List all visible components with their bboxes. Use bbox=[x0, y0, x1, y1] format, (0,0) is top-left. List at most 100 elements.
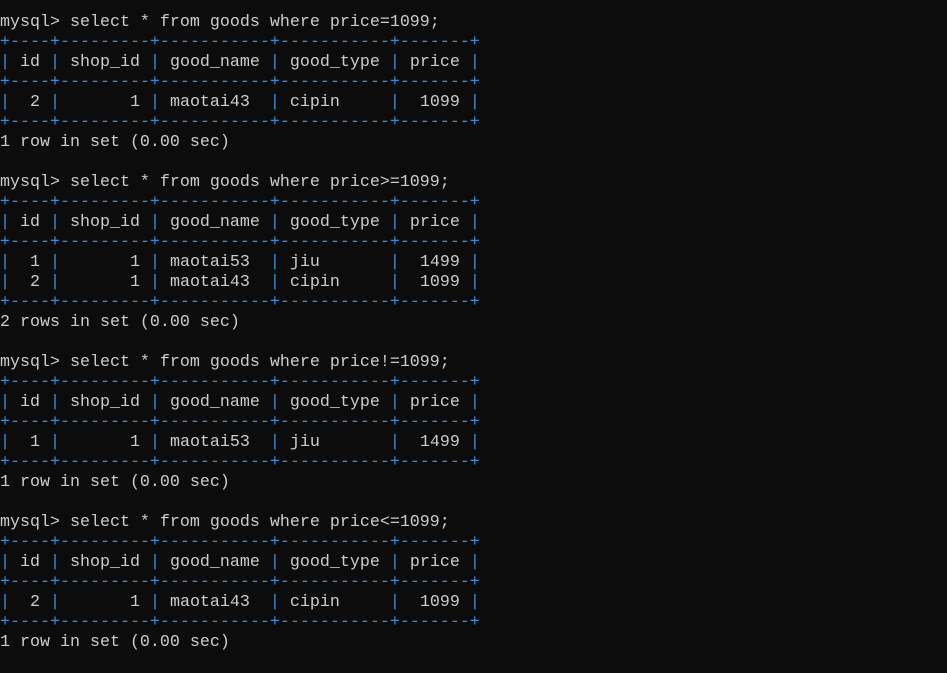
column-separator: | bbox=[469, 593, 480, 612]
prompt: mysql> bbox=[0, 513, 70, 532]
table-border: +----+---------+-----------+-----------+… bbox=[0, 73, 947, 93]
column-header: shop_id bbox=[59, 553, 150, 572]
result-line: 1 row in set (0.00 sec) bbox=[0, 633, 947, 653]
column-separator: | bbox=[469, 253, 480, 272]
prompt: mysql> bbox=[0, 13, 70, 32]
border-line: +----+---------+-----------+-----------+… bbox=[0, 453, 480, 472]
column-header: good_type bbox=[279, 213, 390, 232]
result-summary: 1 row in set (0.00 sec) bbox=[0, 473, 230, 492]
table-cell: maotai53 bbox=[159, 253, 270, 272]
border-line: +----+---------+-----------+-----------+… bbox=[0, 573, 480, 592]
column-separator: | bbox=[149, 213, 160, 232]
command-line: mysql> select * from goods where price<=… bbox=[0, 513, 947, 533]
column-separator: | bbox=[469, 553, 480, 572]
border-line: +----+---------+-----------+-----------+… bbox=[0, 613, 480, 632]
column-separator: | bbox=[269, 213, 280, 232]
table-cell: 1 bbox=[59, 273, 150, 292]
command-line: mysql> select * from goods where price=1… bbox=[0, 13, 947, 33]
border-line: +----+---------+-----------+-----------+… bbox=[0, 73, 480, 92]
column-separator: | bbox=[49, 273, 60, 292]
prompt: mysql> bbox=[0, 353, 70, 372]
column-separator: | bbox=[149, 393, 160, 412]
column-separator: | bbox=[469, 213, 480, 232]
column-separator: | bbox=[389, 253, 400, 272]
table-cell: 1 bbox=[10, 433, 50, 452]
column-separator: | bbox=[469, 273, 480, 292]
prompt: mysql> bbox=[0, 173, 70, 192]
column-separator: | bbox=[0, 553, 10, 572]
result-summary: 1 row in set (0.00 sec) bbox=[0, 633, 230, 652]
table-border: +----+---------+-----------+-----------+… bbox=[0, 293, 947, 313]
column-header: good_name bbox=[159, 553, 270, 572]
column-header: good_name bbox=[159, 393, 270, 412]
column-separator: | bbox=[469, 53, 480, 72]
column-separator: | bbox=[269, 273, 280, 292]
column-separator: | bbox=[149, 593, 160, 612]
table-header-row: | id | shop_id | good_name | good_type |… bbox=[0, 393, 947, 413]
table-cell: maotai43 bbox=[159, 593, 270, 612]
table-cell: cipin bbox=[279, 273, 390, 292]
column-header: price bbox=[399, 393, 470, 412]
column-separator: | bbox=[49, 433, 60, 452]
column-separator: | bbox=[389, 273, 400, 292]
table-border: +----+---------+-----------+-----------+… bbox=[0, 413, 947, 433]
column-separator: | bbox=[269, 553, 280, 572]
border-line: +----+---------+-----------+-----------+… bbox=[0, 413, 480, 432]
column-header: id bbox=[10, 553, 50, 572]
table-cell: jiu bbox=[279, 253, 390, 272]
command-line: mysql> select * from goods where price!=… bbox=[0, 353, 947, 373]
blank-line bbox=[0, 333, 947, 353]
column-header: id bbox=[10, 213, 50, 232]
result-summary: 1 row in set (0.00 sec) bbox=[0, 133, 230, 152]
table-cell: 1 bbox=[10, 253, 50, 272]
table-border: +----+---------+-----------+-----------+… bbox=[0, 573, 947, 593]
sql-command: select * from goods where price=1099; bbox=[69, 13, 440, 32]
border-line: +----+---------+-----------+-----------+… bbox=[0, 533, 480, 552]
border-line: +----+---------+-----------+-----------+… bbox=[0, 233, 480, 252]
sql-command: select * from goods where price!=1099; bbox=[69, 353, 450, 372]
column-header: good_name bbox=[159, 213, 270, 232]
column-separator: | bbox=[0, 273, 10, 292]
column-separator: | bbox=[269, 253, 280, 272]
column-separator: | bbox=[149, 53, 160, 72]
column-separator: | bbox=[0, 213, 10, 232]
border-line: +----+---------+-----------+-----------+… bbox=[0, 293, 480, 312]
column-separator: | bbox=[469, 393, 480, 412]
column-separator: | bbox=[49, 393, 60, 412]
column-separator: | bbox=[269, 53, 280, 72]
column-header: shop_id bbox=[59, 213, 150, 232]
column-separator: | bbox=[0, 593, 10, 612]
column-separator: | bbox=[389, 433, 400, 452]
table-cell: maotai53 bbox=[159, 433, 270, 452]
table-border: +----+---------+-----------+-----------+… bbox=[0, 33, 947, 53]
table-row: | 2 | 1 | maotai43 | cipin | 1099 | bbox=[0, 593, 947, 613]
table-cell: 1499 bbox=[399, 433, 470, 452]
table-cell: 2 bbox=[10, 273, 50, 292]
column-separator: | bbox=[149, 433, 160, 452]
table-cell: 1099 bbox=[399, 93, 470, 112]
border-line: +----+---------+-----------+-----------+… bbox=[0, 373, 480, 392]
column-header: price bbox=[399, 213, 470, 232]
table-row: | 1 | 1 | maotai53 | jiu | 1499 | bbox=[0, 433, 947, 453]
table-cell: 1 bbox=[59, 593, 150, 612]
column-separator: | bbox=[49, 93, 60, 112]
table-cell: 2 bbox=[10, 93, 50, 112]
column-separator: | bbox=[389, 53, 400, 72]
column-header: good_type bbox=[279, 53, 390, 72]
column-header: shop_id bbox=[59, 393, 150, 412]
table-header-row: | id | shop_id | good_name | good_type |… bbox=[0, 553, 947, 573]
column-separator: | bbox=[389, 393, 400, 412]
table-border: +----+---------+-----------+-----------+… bbox=[0, 233, 947, 253]
column-separator: | bbox=[469, 433, 480, 452]
table-cell: cipin bbox=[279, 93, 390, 112]
result-line: 1 row in set (0.00 sec) bbox=[0, 473, 947, 493]
column-header: price bbox=[399, 53, 470, 72]
table-row: | 2 | 1 | maotai43 | cipin | 1099 | bbox=[0, 273, 947, 293]
result-summary: 2 rows in set (0.00 sec) bbox=[0, 313, 240, 332]
column-separator: | bbox=[269, 433, 280, 452]
column-separator: | bbox=[149, 273, 160, 292]
border-line: +----+---------+-----------+-----------+… bbox=[0, 33, 480, 52]
column-header: id bbox=[10, 53, 50, 72]
column-header: good_name bbox=[159, 53, 270, 72]
